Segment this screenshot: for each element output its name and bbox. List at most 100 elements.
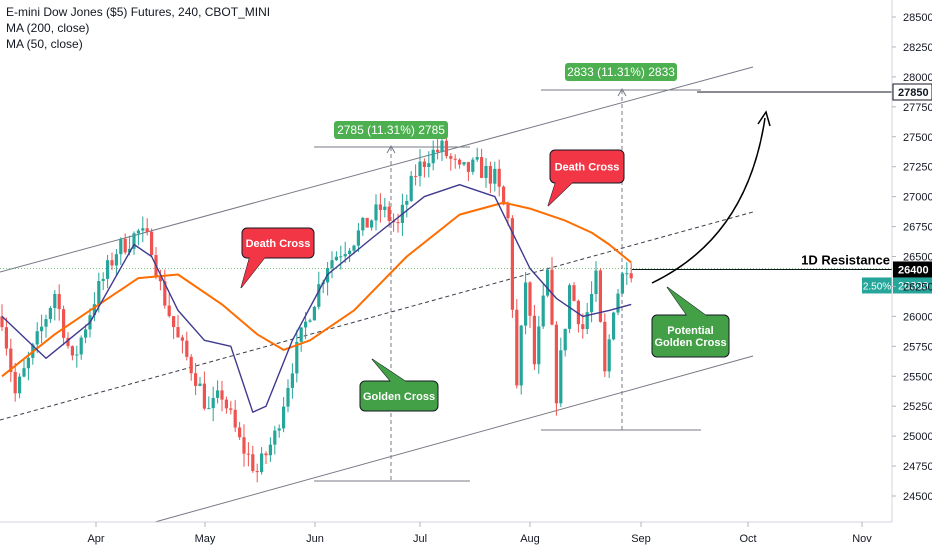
- candle-body: [180, 337, 184, 341]
- candle-body: [625, 273, 629, 275]
- candle-body: [101, 278, 105, 282]
- candle-body: [150, 231, 154, 256]
- candle-body: [563, 328, 567, 351]
- candle-body: [506, 204, 510, 219]
- time-axis[interactable]: Apr May Jun Jul Aug Sep Oct Nov: [0, 521, 892, 545]
- candlestick-series: [0, 135, 633, 483]
- candle-body: [299, 327, 303, 342]
- candle-body: [374, 204, 378, 221]
- death-cross-bubble-2: Death Cross: [547, 149, 625, 207]
- candle-body: [57, 293, 61, 310]
- candle-body: [616, 293, 620, 313]
- candle-body: [136, 230, 140, 234]
- candle-body: [422, 161, 426, 168]
- candle-body: [466, 162, 470, 172]
- candle-body: [84, 329, 88, 338]
- ma50-legend[interactable]: MA (50, close): [6, 37, 83, 51]
- candle-body: [585, 312, 589, 330]
- candle-body: [264, 453, 268, 456]
- candle-body: [510, 218, 514, 310]
- candle-body: [242, 437, 246, 454]
- candle-body: [40, 326, 44, 332]
- candle-body: [304, 321, 308, 328]
- candle-body: [167, 305, 171, 317]
- resistance-price-tag: 26400: [893, 261, 932, 278]
- candle-body: [48, 308, 52, 320]
- candle-body: [484, 165, 488, 178]
- candle-body: [462, 162, 466, 165]
- death-cross-bubble-1-pointer-fill: [241, 256, 266, 288]
- candle-body: [35, 331, 39, 345]
- ma200-legend[interactable]: MA (200, close): [6, 21, 90, 35]
- price-axis[interactable]: 24500 24750 25000 25250 25500 25750 26000 26250…: [891, 0, 932, 522]
- candle-body: [128, 248, 132, 253]
- measure2-arrowhead: [617, 87, 627, 97]
- candle-body: [119, 238, 123, 255]
- time-tick-label: Jun: [306, 533, 324, 545]
- candle-body: [18, 376, 22, 394]
- candle-body: [427, 163, 431, 168]
- price-tick-label: 27250: [903, 162, 932, 174]
- candle-body: [334, 256, 338, 261]
- candle-body: [207, 408, 211, 410]
- time-tick-label: May: [195, 533, 216, 545]
- candle-body: [620, 273, 624, 294]
- change-text: 2.50%: [863, 281, 891, 292]
- candle-body: [75, 354, 79, 356]
- candle-body: [449, 156, 453, 159]
- candle-body: [590, 293, 594, 313]
- candle-body: [541, 295, 545, 327]
- candle-body: [554, 324, 558, 404]
- candle-body: [66, 337, 70, 347]
- measure2-label-text: 2833 (11.31%) 2833: [567, 65, 675, 79]
- death-cross-bubble-2-text: Death Cross: [555, 162, 620, 174]
- candle-body: [251, 454, 255, 472]
- candle-body: [431, 149, 435, 164]
- candle-body: [0, 316, 4, 328]
- price-tick-label: 27000: [903, 192, 932, 204]
- price-tick-label: 25750: [903, 341, 932, 353]
- price-tick-label: 28250: [903, 42, 932, 54]
- price-tick-label: 26000: [903, 311, 932, 323]
- projection-arrow: [651, 117, 766, 284]
- candle-body: [4, 327, 8, 349]
- chart-legend: E-mini Dow Jones ($5) Futures, 240, CBOT…: [6, 4, 270, 52]
- candle-body: [537, 326, 541, 365]
- candle-body: [224, 399, 228, 409]
- price-tick-label: 24750: [903, 461, 932, 473]
- target-price-tag-border: [892, 83, 932, 101]
- channel-lower-line: [154, 355, 754, 523]
- projection-arrowhead: [757, 110, 771, 127]
- candle-body: [387, 206, 391, 221]
- golden-cross-bubble-pointer-fill: [372, 359, 408, 383]
- measure2-label: 2833 (11.31%) 2833: [565, 63, 677, 81]
- golden-cross-bubble-text: Golden Cross: [363, 391, 435, 403]
- candle-body: [273, 430, 277, 445]
- candle-body: [79, 337, 83, 355]
- candle-body: [286, 387, 290, 407]
- candle-body: [132, 233, 136, 249]
- candle-body: [220, 390, 224, 400]
- price-tick-label: 26500: [903, 252, 932, 264]
- candle-body: [44, 319, 48, 327]
- time-tick-label: Apr: [87, 533, 104, 545]
- channel-upper-line: [0, 66, 754, 273]
- candle-body: [339, 256, 343, 258]
- candle-body: [290, 373, 294, 388]
- symbol-title[interactable]: E-mini Dow Jones ($5) Futures, 240, CBOT…: [6, 5, 271, 19]
- candle-body: [370, 220, 374, 228]
- candle-body: [475, 157, 479, 160]
- price-tick-label: 26750: [903, 222, 932, 234]
- candle-body: [202, 383, 206, 409]
- candle-body: [189, 356, 193, 374]
- candle-body: [70, 346, 74, 356]
- candle-body: [229, 408, 233, 410]
- potential-golden-cross-bubble-text: Potential: [667, 325, 713, 337]
- candle-body: [515, 309, 519, 386]
- measure1-label-box: [334, 121, 448, 139]
- candle-body: [141, 228, 145, 231]
- golden-cross-bubble: Golden Cross: [359, 358, 439, 412]
- death-cross-bubble-1-box: [241, 227, 315, 259]
